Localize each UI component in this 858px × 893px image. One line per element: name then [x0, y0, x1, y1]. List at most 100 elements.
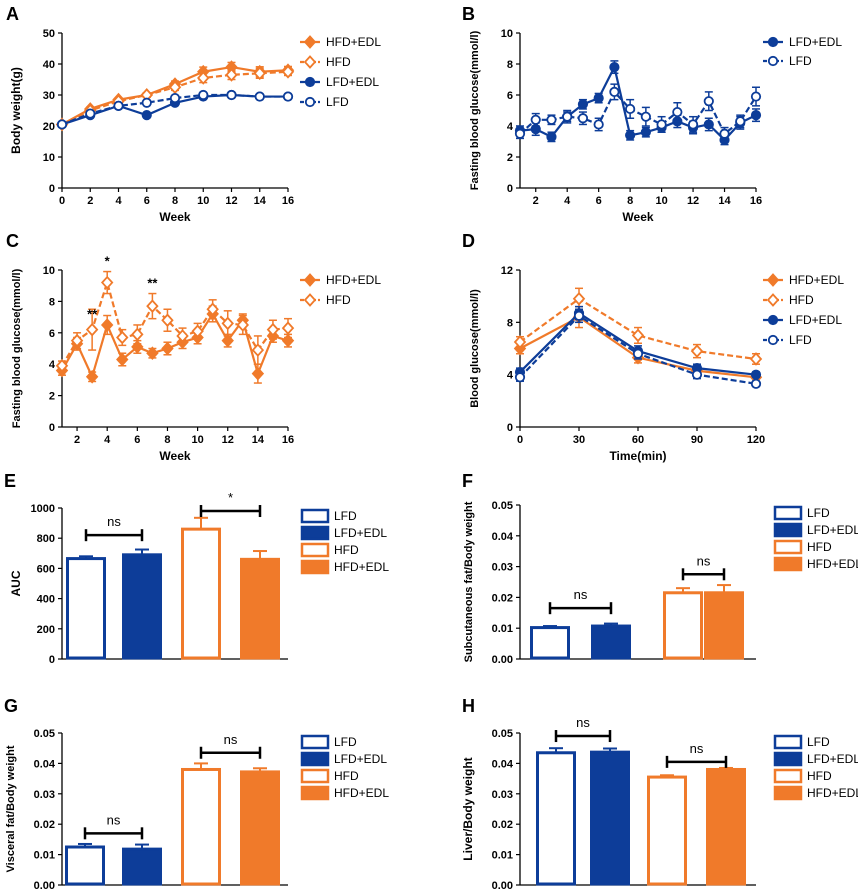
data-point	[631, 328, 645, 343]
data-point	[656, 119, 667, 130]
legend-item: HFD	[763, 293, 814, 307]
x-tick-label: 2	[74, 434, 80, 446]
data-point	[514, 128, 526, 139]
data-point	[281, 64, 295, 79]
x-tick-label: 6	[134, 434, 140, 446]
x-tick-label: 10	[197, 195, 209, 207]
x-tick-label: 30	[573, 434, 585, 446]
y-tick-label: 10	[501, 28, 513, 40]
legend-swatch	[300, 751, 330, 767]
legend-label: LFD+EDL	[334, 752, 387, 766]
data-point	[625, 130, 636, 141]
data-point	[546, 131, 557, 142]
y-tick-label: 8	[507, 59, 513, 71]
bar-HFD	[663, 587, 703, 660]
y-axis-label: Fasting blood glucose(mmol/l)	[469, 30, 481, 190]
y-tick-label: 50	[43, 28, 55, 40]
data-point	[266, 322, 280, 337]
y-tick-label: 2	[507, 152, 513, 164]
legend-item: LFD+EDL	[763, 35, 842, 49]
legend-item: LFD	[773, 734, 830, 750]
data-point	[198, 89, 209, 101]
data-point	[593, 93, 604, 104]
legend-marker	[766, 273, 780, 287]
legend-label: LFD	[334, 509, 357, 523]
bar	[65, 845, 105, 886]
bar-HFD	[647, 774, 687, 886]
y-tick-label: 0.00	[492, 880, 513, 892]
x-tick-label: 2	[533, 195, 539, 207]
x-tick-label: 14	[718, 195, 731, 207]
bar	[590, 750, 630, 886]
data-point	[719, 128, 730, 139]
legend-swatch	[300, 559, 330, 575]
data-point	[146, 346, 159, 361]
legend-marker	[303, 55, 317, 69]
legend-item: HFD	[773, 768, 832, 784]
bar-HFD+EDL	[240, 767, 280, 886]
legend-item: HFD+EDL	[300, 785, 389, 801]
data-point	[113, 100, 124, 111]
y-axis-label: Liver/Body weight	[461, 757, 475, 860]
data-point	[197, 71, 210, 85]
x-tick-label: 60	[632, 434, 644, 446]
data-point	[687, 119, 699, 130]
data-point	[251, 343, 265, 357]
y-tick-label: 20	[43, 121, 55, 133]
legend-marker	[767, 314, 779, 326]
data-point	[513, 335, 527, 349]
bar	[181, 527, 221, 660]
series-LFD	[514, 83, 762, 141]
legend-swatch	[300, 508, 330, 524]
legend-item: HFD+EDL	[773, 556, 858, 572]
y-tick-label: 0	[507, 422, 513, 434]
series-line	[519, 89, 757, 136]
legend-label: LFD+EDL	[789, 313, 842, 327]
legend-swatch	[773, 539, 803, 555]
data-point	[161, 313, 174, 328]
x-tick-label: 14	[252, 434, 265, 446]
legend-item: LFD	[300, 508, 357, 524]
legend-item: HFD+EDL	[300, 559, 389, 575]
data-point	[750, 110, 762, 121]
legend-item: LFD+EDL	[300, 525, 387, 541]
data-point	[206, 302, 219, 317]
bar	[240, 770, 280, 886]
legend-item: HFD+EDL	[763, 273, 844, 287]
data-point	[116, 330, 129, 345]
data-point	[141, 97, 152, 108]
x-tick-label: 10	[191, 434, 203, 446]
bar-LFD+EDL	[590, 747, 630, 886]
data-point	[141, 110, 152, 121]
data-point	[251, 366, 265, 381]
y-tick-label: 4	[49, 359, 56, 371]
legend-item: LFD+EDL	[773, 522, 858, 538]
y-tick-label: 0.00	[492, 654, 513, 666]
x-tick-label: 12	[225, 195, 237, 207]
legend-item: LFD	[763, 333, 812, 347]
series-HFD	[55, 270, 295, 373]
y-tick-label: 0.03	[34, 789, 55, 801]
legend-item: HFD+EDL	[300, 35, 381, 49]
y-tick-label: 0.02	[492, 592, 513, 604]
data-point	[281, 321, 295, 335]
data-point	[672, 106, 683, 118]
bar-LFD	[530, 625, 570, 660]
legend-item: LFD+EDL	[300, 75, 379, 89]
data-point	[640, 127, 651, 138]
legend-swatch	[773, 768, 803, 784]
data-point	[640, 111, 651, 122]
x-tick-label: 120	[747, 434, 765, 446]
x-tick-label: 4	[564, 195, 571, 207]
legend-item: HFD	[300, 293, 351, 307]
legend-item: HFD	[300, 542, 359, 558]
y-tick-label: 0.01	[492, 850, 513, 862]
y-tick-label: 6	[49, 328, 55, 340]
bar-LFD	[66, 555, 106, 660]
x-tick-label: 4	[115, 195, 122, 207]
panel-letter: H	[462, 696, 475, 716]
y-axis-label: Body weight(g)	[9, 67, 23, 154]
legend-swatch	[300, 525, 330, 541]
significance-label: ns	[576, 715, 590, 730]
